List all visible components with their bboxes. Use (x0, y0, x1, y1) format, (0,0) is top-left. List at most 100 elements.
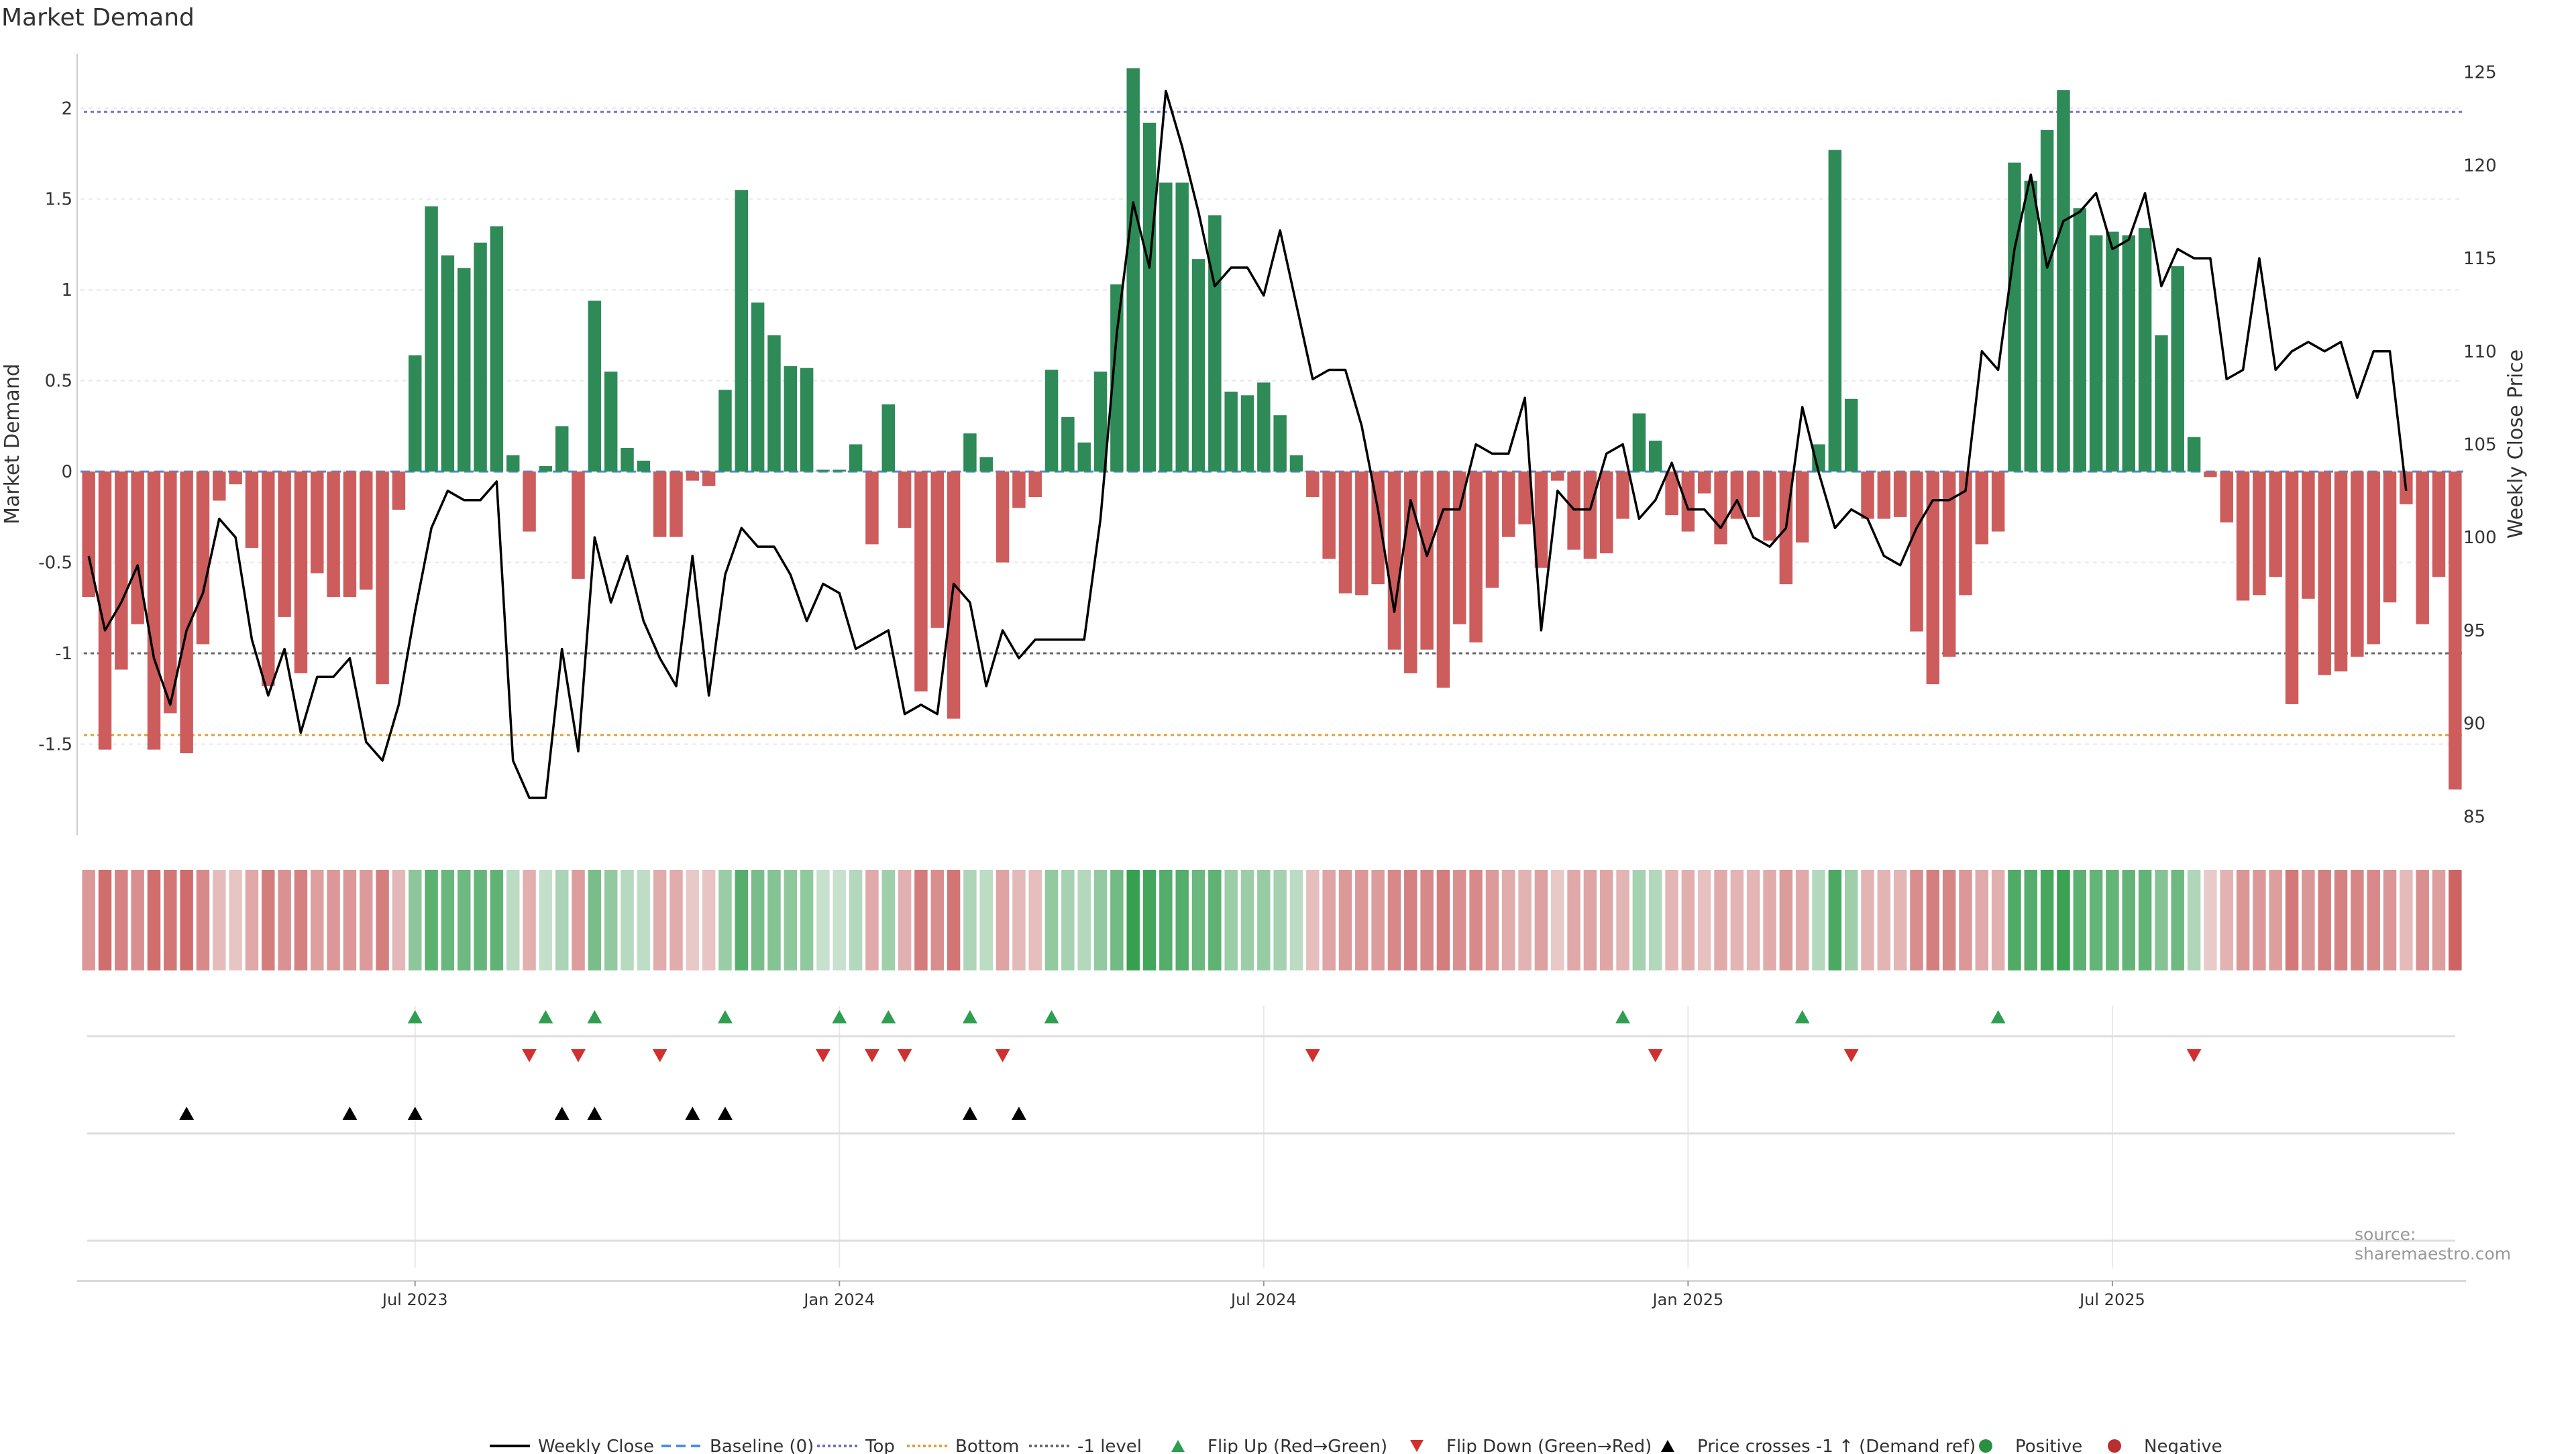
heat-cell (702, 870, 716, 970)
heat-cell (1861, 870, 1874, 970)
demand-bar (1485, 471, 1499, 588)
demand-bar (1583, 471, 1597, 559)
flip-up-marker (587, 1010, 602, 1023)
demand-bar (947, 471, 961, 719)
heat-cell (2351, 870, 2364, 970)
heat-cell (1126, 870, 1140, 970)
demand-bar (1159, 182, 1173, 472)
demand-bar (98, 471, 112, 750)
heat-cell (1175, 870, 1189, 970)
demand-bar (637, 460, 651, 472)
demand-bar (1697, 471, 1711, 494)
heat-cell (1028, 870, 1042, 970)
demand-bar (1746, 471, 1760, 517)
flip-down-marker (571, 1049, 586, 1062)
legend-label: Flip Up (Red→Green) (1208, 1437, 1387, 1454)
heat-cell (686, 870, 700, 970)
heat-cell (474, 870, 487, 970)
demand-bar (278, 471, 291, 617)
heat-cell (735, 870, 749, 970)
flip-down-marker (1305, 1049, 1320, 1062)
right-tick-label: 120 (2463, 156, 2497, 176)
demand-bar (2236, 471, 2250, 601)
event-markers (87, 1010, 2455, 1242)
demand-bar (1110, 284, 1124, 472)
demand-bar (115, 471, 128, 670)
legend-swatch (2108, 1439, 2121, 1453)
demand-bar (1142, 122, 1157, 472)
demand-bar (1191, 259, 1205, 472)
demand-bar (2318, 471, 2331, 675)
heat-cell (1338, 870, 1352, 970)
demand-bar (131, 471, 144, 624)
left-tick-label: 1 (61, 280, 72, 300)
flip-down-marker (652, 1049, 667, 1062)
heat-cell (1893, 870, 1907, 970)
axes-layer: 2 1.5 1 0.5 0 -0.5 -1 -1.5 125 120 115 110 105 100 95 9… (1, 54, 2528, 835)
demand-bar (441, 255, 455, 472)
demand-bar (1469, 471, 1483, 642)
heat-cell (213, 870, 226, 970)
flip-up-marker (881, 1010, 896, 1023)
demand-bar (653, 471, 667, 537)
demand-bar (1616, 471, 1629, 519)
demand-bar (196, 471, 210, 645)
heat-cell (1681, 870, 1695, 970)
heat-cell (1142, 870, 1157, 970)
heat-cell (98, 870, 112, 970)
demand-bar (2171, 266, 2184, 472)
heat-cell (1485, 870, 1499, 970)
heat-cell (1289, 870, 1303, 970)
demand-bar (604, 372, 618, 472)
demand-bar (2285, 471, 2299, 704)
heat-cell (1534, 870, 1548, 970)
chart-title: Market Demand (1, 4, 195, 32)
demand-bar (1224, 391, 1238, 472)
heat-cell (2171, 870, 2184, 970)
flip-up-marker (1044, 1010, 1059, 1023)
heat-cell (278, 870, 291, 970)
x-tick-label: Jul 2025 (2078, 1290, 2145, 1309)
right-tick-label: 115 (2463, 249, 2497, 269)
heat-cell (1093, 870, 1108, 970)
weekly-close-layer (87, 89, 2408, 799)
demand-bar (1534, 471, 1548, 568)
heat-cell (506, 870, 520, 970)
left-axis-title: Market Demand (1, 364, 24, 524)
heat-cell (1502, 870, 1515, 970)
heat-cell (718, 870, 732, 970)
demand-bar (213, 471, 226, 501)
left-tick-label: 1.5 (45, 190, 72, 210)
demand-bar (1763, 471, 1776, 541)
demand-bar (360, 471, 373, 590)
demand-bar (1861, 471, 1874, 519)
heat-cell (457, 870, 471, 970)
demand-bar (1387, 471, 1401, 650)
right-tick-label: 100 (2463, 528, 2497, 548)
heat-cell (2106, 870, 2119, 970)
heat-cell (196, 870, 210, 970)
demand-bar (294, 471, 308, 673)
demand-bar (2269, 471, 2282, 577)
demand-bar (1632, 413, 1646, 472)
heat-cell (2024, 870, 2038, 970)
demand-bar (343, 471, 357, 598)
price-cross-marker (1011, 1107, 1026, 1120)
heat-cell (229, 870, 242, 970)
demand-bar (1240, 395, 1254, 472)
demand-bar (1828, 150, 1842, 472)
heat-cell (1159, 870, 1173, 970)
demand-bar (735, 190, 749, 472)
demand-bar (1273, 415, 1287, 472)
heat-cell (2383, 870, 2397, 970)
demand-bar (1681, 471, 1695, 532)
heat-cell (147, 870, 161, 970)
demand-bar (392, 471, 406, 510)
heat-cell (1208, 870, 1222, 970)
heat-cell (115, 870, 128, 970)
heat-cell (2089, 870, 2103, 970)
heat-cell (2449, 870, 2462, 970)
heat-cell (392, 870, 406, 970)
heat-cell (1257, 870, 1271, 970)
